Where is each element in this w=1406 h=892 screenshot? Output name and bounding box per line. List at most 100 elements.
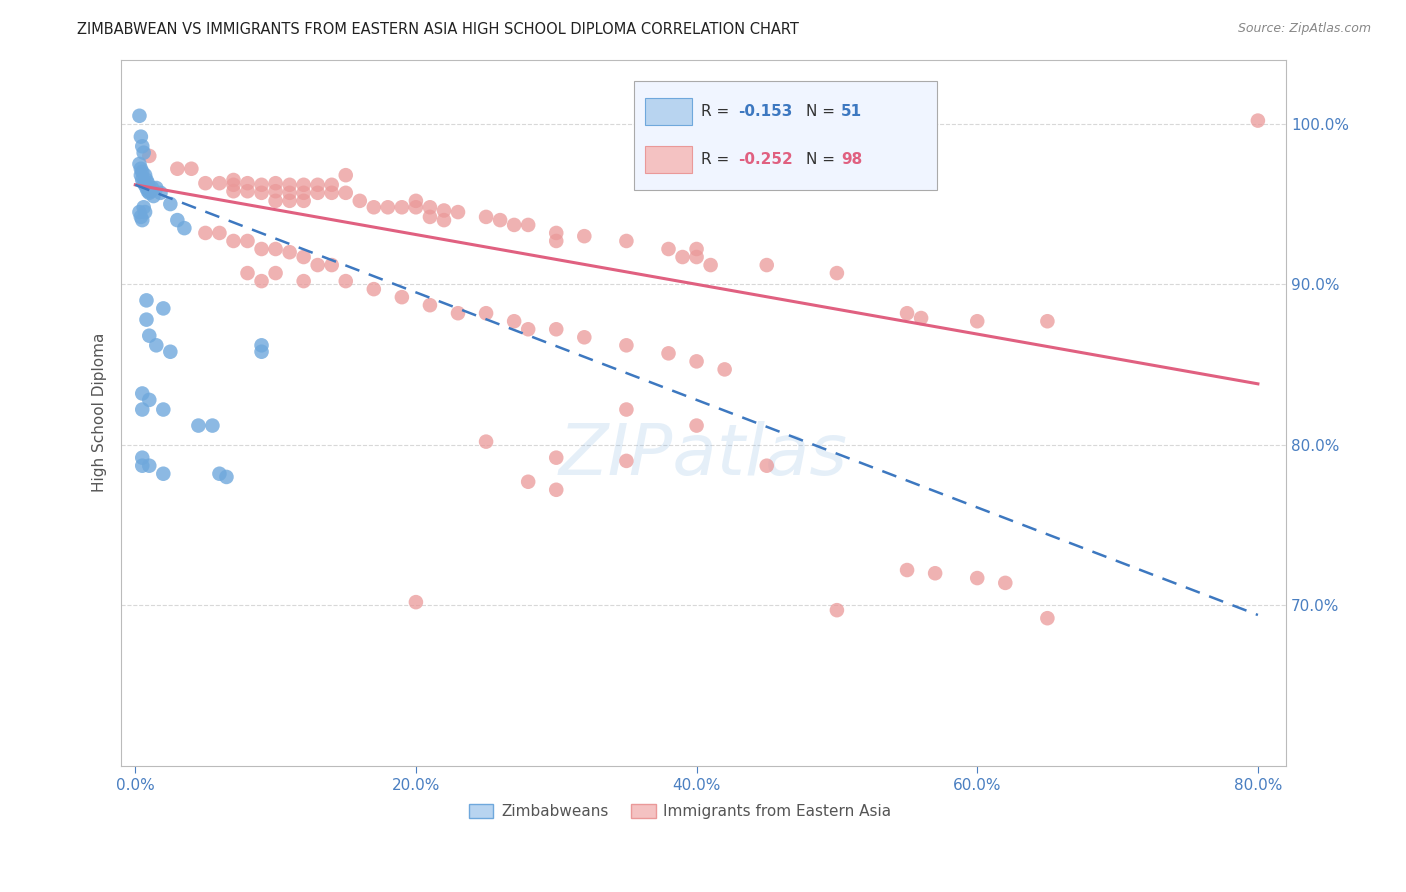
Point	[489, 213, 512, 227]
Point	[131, 165, 153, 179]
Point	[250, 344, 273, 359]
Point	[405, 200, 427, 214]
Text: Source: ZipAtlas.com: Source: ZipAtlas.com	[1237, 22, 1371, 36]
Point	[657, 346, 679, 360]
FancyBboxPatch shape	[645, 98, 692, 125]
Point	[129, 161, 152, 176]
Point	[546, 322, 568, 336]
Point	[685, 242, 707, 256]
Point	[138, 149, 160, 163]
Point	[896, 306, 918, 320]
Point	[173, 221, 195, 235]
Point	[145, 181, 167, 195]
Point	[236, 266, 259, 280]
Text: N =: N =	[806, 103, 839, 119]
Point	[713, 362, 735, 376]
Point	[307, 178, 329, 192]
Point	[194, 176, 217, 190]
Point	[349, 194, 371, 208]
Point	[138, 186, 160, 200]
Point	[135, 181, 157, 195]
Point	[419, 298, 441, 312]
Point	[180, 161, 202, 176]
Text: R =: R =	[702, 103, 734, 119]
Point	[278, 178, 301, 192]
Point	[264, 242, 287, 256]
Point	[250, 178, 273, 192]
Point	[187, 418, 209, 433]
Text: N =: N =	[806, 153, 839, 168]
Point	[129, 168, 152, 182]
Point	[1036, 314, 1059, 328]
Point	[135, 293, 157, 308]
Point	[142, 189, 165, 203]
Point	[292, 250, 315, 264]
Point	[924, 566, 946, 581]
Point	[825, 603, 848, 617]
Point	[236, 234, 259, 248]
Point	[136, 184, 159, 198]
Point	[685, 250, 707, 264]
Point	[1036, 611, 1059, 625]
Point	[419, 210, 441, 224]
Point	[475, 434, 498, 449]
Point	[138, 181, 160, 195]
Text: ZIPatlas: ZIPatlas	[560, 421, 848, 490]
Point	[447, 205, 470, 219]
Point	[1247, 113, 1270, 128]
Point	[222, 178, 245, 192]
Y-axis label: High School Diploma: High School Diploma	[93, 333, 107, 492]
Point	[616, 234, 638, 248]
Point	[152, 402, 174, 417]
Point	[405, 194, 427, 208]
Point	[447, 306, 470, 320]
Point	[574, 229, 596, 244]
Point	[278, 245, 301, 260]
Point	[236, 184, 259, 198]
Point	[391, 290, 413, 304]
Point	[208, 467, 231, 481]
Point	[475, 306, 498, 320]
Point	[321, 258, 343, 272]
Point	[222, 173, 245, 187]
Point	[546, 450, 568, 465]
Point	[131, 450, 153, 465]
Point	[159, 344, 181, 359]
Point	[264, 176, 287, 190]
Point	[128, 109, 150, 123]
Point	[335, 186, 357, 200]
Point	[292, 274, 315, 288]
Point	[131, 402, 153, 417]
Point	[129, 129, 152, 144]
Point	[145, 338, 167, 352]
Point	[139, 184, 162, 198]
Point	[132, 176, 155, 190]
Point	[215, 470, 238, 484]
Point	[475, 210, 498, 224]
Point	[135, 173, 157, 187]
Point	[138, 392, 160, 407]
Point	[134, 178, 156, 192]
Point	[335, 274, 357, 288]
Point	[250, 338, 273, 352]
Point	[222, 234, 245, 248]
Point	[132, 200, 155, 214]
Point	[517, 218, 540, 232]
Point	[131, 458, 153, 473]
Point	[264, 184, 287, 198]
Point	[896, 563, 918, 577]
Point	[616, 338, 638, 352]
Point	[671, 250, 693, 264]
Point	[129, 210, 152, 224]
Point	[134, 205, 156, 219]
Point	[250, 242, 273, 256]
Point	[135, 312, 157, 326]
Point	[131, 139, 153, 153]
Text: -0.252: -0.252	[738, 153, 793, 168]
Point	[391, 200, 413, 214]
Text: R =: R =	[702, 153, 734, 168]
Point	[131, 173, 153, 187]
Point	[292, 186, 315, 200]
Point	[363, 200, 385, 214]
Point	[433, 203, 456, 218]
